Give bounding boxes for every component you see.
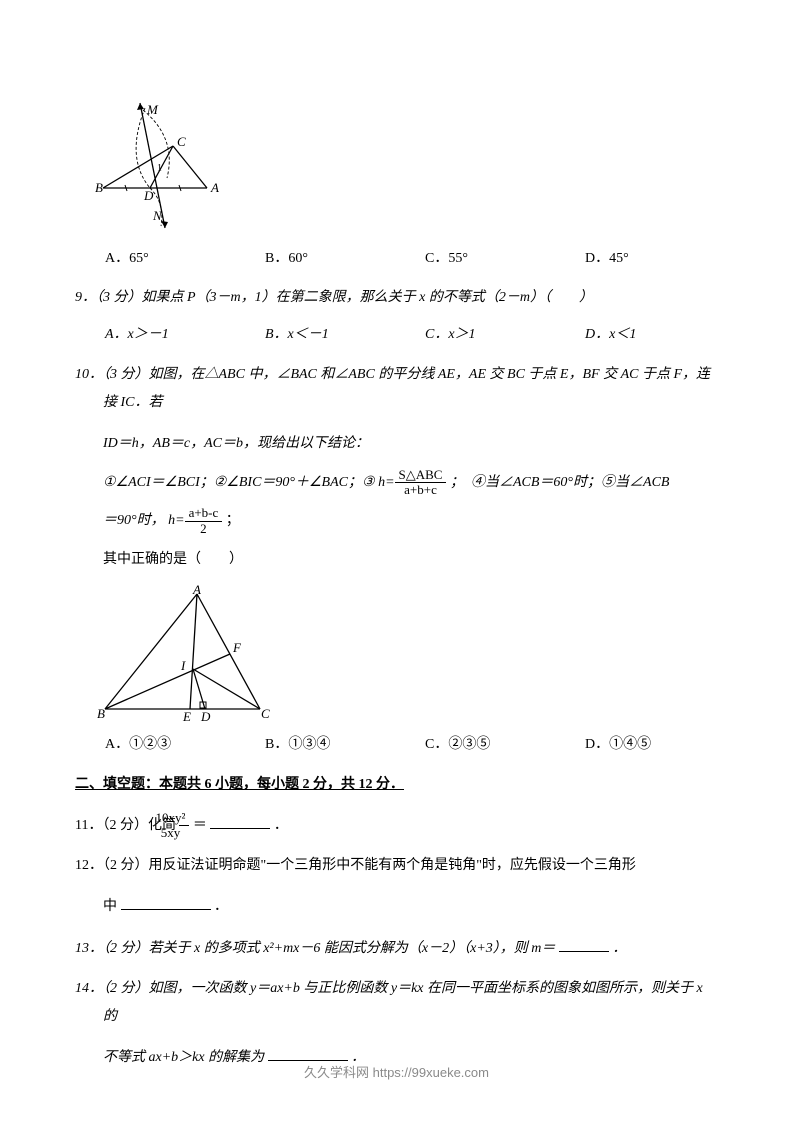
label-F2: F — [232, 640, 242, 655]
label-D: D — [143, 188, 154, 203]
q10-line5: 其中正确的是（ ） — [103, 545, 718, 576]
triangle-mn-diagram: M C B D A N 1 — [95, 98, 235, 238]
q10-line3: ①∠ACI＝∠BCI；②∠BIC＝90°＋∠BAC；③ h=S△ABCa+b+c… — [103, 468, 718, 499]
section2-title: 二、填空题：本题共 6 小题，每小题 2 分，共 12 分． — [75, 774, 718, 796]
q9-opt-d: D．x＜1 — [585, 324, 745, 346]
q14-blank — [268, 1047, 348, 1061]
q12-blank — [121, 896, 211, 910]
label-D2: D — [200, 709, 211, 724]
label-N: N — [152, 208, 163, 223]
q9-options: A．x＞－1 B．x＜－1 C．x＞1 D．x＜1 — [105, 324, 718, 346]
label-A: A — [210, 180, 219, 195]
label-B2: B — [97, 706, 105, 721]
label-C: C — [177, 134, 186, 149]
q9-opt-c: C．x＞1 — [425, 324, 585, 346]
q10-options: A．①②③ B．①③④ C．②③⑤ D．①④⑤ — [105, 734, 718, 756]
q8-opt-b: B．60° — [265, 248, 425, 270]
q9-text: 9．（3 分）如果点 P（3－m，1）在第二象限，那么关于 x 的不等式（2－m… — [75, 284, 718, 312]
label-I2: I — [180, 658, 186, 673]
q9-opt-a: A．x＞－1 — [105, 324, 265, 346]
q12-line1: 12．（2 分）用反证法证明命题"一个三角形中不能有两个角是钝角"时，应先假设一… — [75, 852, 718, 880]
q10-opt-a: A．①②③ — [105, 734, 265, 756]
q13-blank — [559, 938, 609, 952]
label-E2: E — [182, 709, 191, 724]
q11: 11．（2 分）化简 10xy²5xy ＝ ． — [75, 811, 718, 841]
q8-options: A．65° B．60° C．55° D．45° — [105, 248, 718, 270]
q8-opt-d: D．45° — [585, 248, 745, 270]
label-M: M — [146, 102, 159, 117]
q8-opt-c: C．55° — [425, 248, 585, 270]
label-B: B — [95, 180, 103, 195]
q9-opt-b: B．x＜－1 — [265, 324, 425, 346]
q10-opt-d: D．①④⑤ — [585, 734, 745, 756]
q11-blank — [210, 815, 270, 829]
triangle-abc-diagram: A F I B E D C — [95, 584, 275, 724]
q8-opt-a: A．65° — [105, 248, 265, 270]
q10-line2: ID＝h，AB＝c，AC＝b，现给出以下结论： — [103, 429, 718, 460]
q10-line4: ＝90°时， h=a+b-c2 ； — [103, 506, 718, 537]
page-footer: 久久学科网 https://99xueke.com — [0, 1063, 793, 1084]
figure-q10: A F I B E D C — [95, 584, 718, 724]
q12-line2: 中 ． — [103, 892, 718, 923]
label-A2: A — [192, 584, 201, 597]
q10-opt-b: B．①③④ — [265, 734, 425, 756]
figure-q8: M C B D A N 1 — [95, 98, 718, 238]
q14-line1: 14．（2 分）如图，一次函数 y＝ax+b 与正比例函数 y＝kx 在同一平面… — [75, 975, 718, 1031]
q10-line1: 10．（3 分）如图，在△ABC 中，∠BAC 和∠ABC 的平分线 AE，AE… — [75, 361, 718, 417]
svg-text:1: 1 — [157, 163, 162, 174]
q13: 13．（2 分）若关于 x 的多项式 x²+mx－6 能因式分解为（x－2）（x… — [75, 935, 718, 963]
label-C2: C — [261, 706, 270, 721]
q10-opt-c: C．②③⑤ — [425, 734, 585, 756]
